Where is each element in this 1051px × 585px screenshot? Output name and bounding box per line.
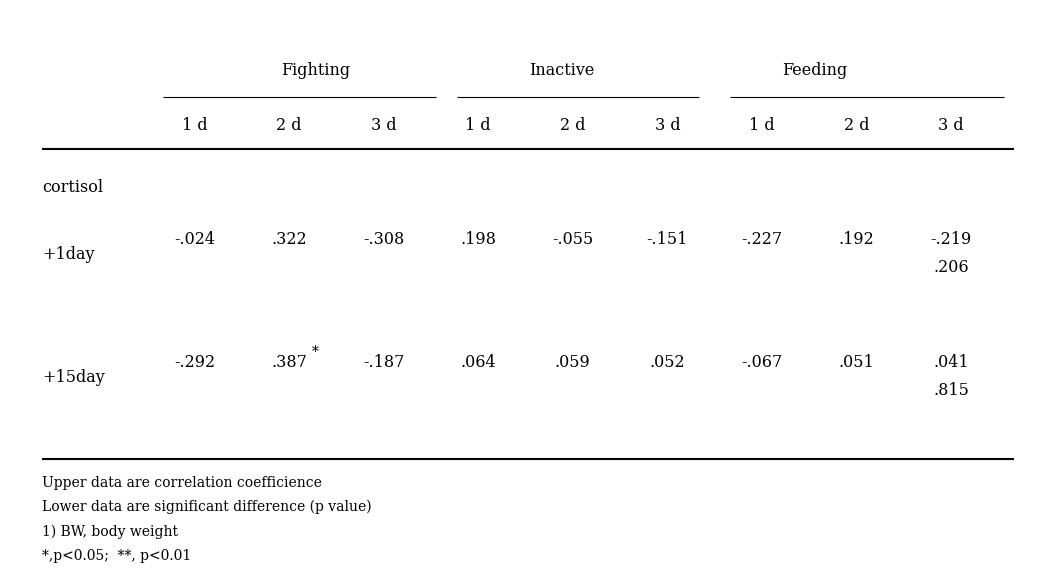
Text: Feeding: Feeding — [782, 61, 847, 79]
Text: .206: .206 — [933, 259, 969, 276]
Text: *,p<0.05;  **, p<0.01: *,p<0.05; **, p<0.01 — [42, 549, 191, 563]
Text: .198: .198 — [460, 231, 496, 249]
Text: -.227: -.227 — [741, 231, 783, 249]
Text: 1 d: 1 d — [182, 117, 207, 135]
Text: -.219: -.219 — [930, 231, 972, 249]
Text: -.055: -.055 — [552, 231, 594, 249]
Text: 2 d: 2 d — [276, 117, 302, 135]
Text: Lower data are significant difference (p value): Lower data are significant difference (p… — [42, 500, 372, 514]
Text: .192: .192 — [839, 231, 874, 249]
Text: Inactive: Inactive — [530, 61, 595, 79]
Text: +15day: +15day — [42, 369, 105, 386]
Text: 1 d: 1 d — [749, 117, 775, 135]
Text: -.292: -.292 — [173, 354, 215, 371]
Text: Fighting: Fighting — [281, 61, 350, 79]
Text: 2 d: 2 d — [560, 117, 585, 135]
Text: 3 d: 3 d — [939, 117, 964, 135]
Text: -.187: -.187 — [363, 354, 405, 371]
Text: -.151: -.151 — [646, 231, 688, 249]
Text: Upper data are correlation coefficience: Upper data are correlation coefficience — [42, 476, 322, 490]
Text: 3 d: 3 d — [655, 117, 680, 135]
Text: .322: .322 — [271, 231, 307, 249]
Text: .041: .041 — [933, 354, 969, 371]
Text: .387: .387 — [271, 354, 307, 371]
Text: -.024: -.024 — [173, 231, 215, 249]
Text: -.308: -.308 — [363, 231, 405, 249]
Text: 1 d: 1 d — [466, 117, 491, 135]
Text: .815: .815 — [933, 381, 969, 399]
Text: 1) BW, body weight: 1) BW, body weight — [42, 525, 178, 539]
Text: 2 d: 2 d — [844, 117, 869, 135]
Text: .052: .052 — [650, 354, 685, 371]
Text: 3 d: 3 d — [371, 117, 396, 135]
Text: cortisol: cortisol — [42, 178, 103, 196]
Text: .064: .064 — [460, 354, 496, 371]
Text: .051: .051 — [839, 354, 874, 371]
Text: *: * — [312, 345, 320, 359]
Text: -.067: -.067 — [741, 354, 783, 371]
Text: .059: .059 — [555, 354, 591, 371]
Text: +1day: +1day — [42, 246, 95, 263]
